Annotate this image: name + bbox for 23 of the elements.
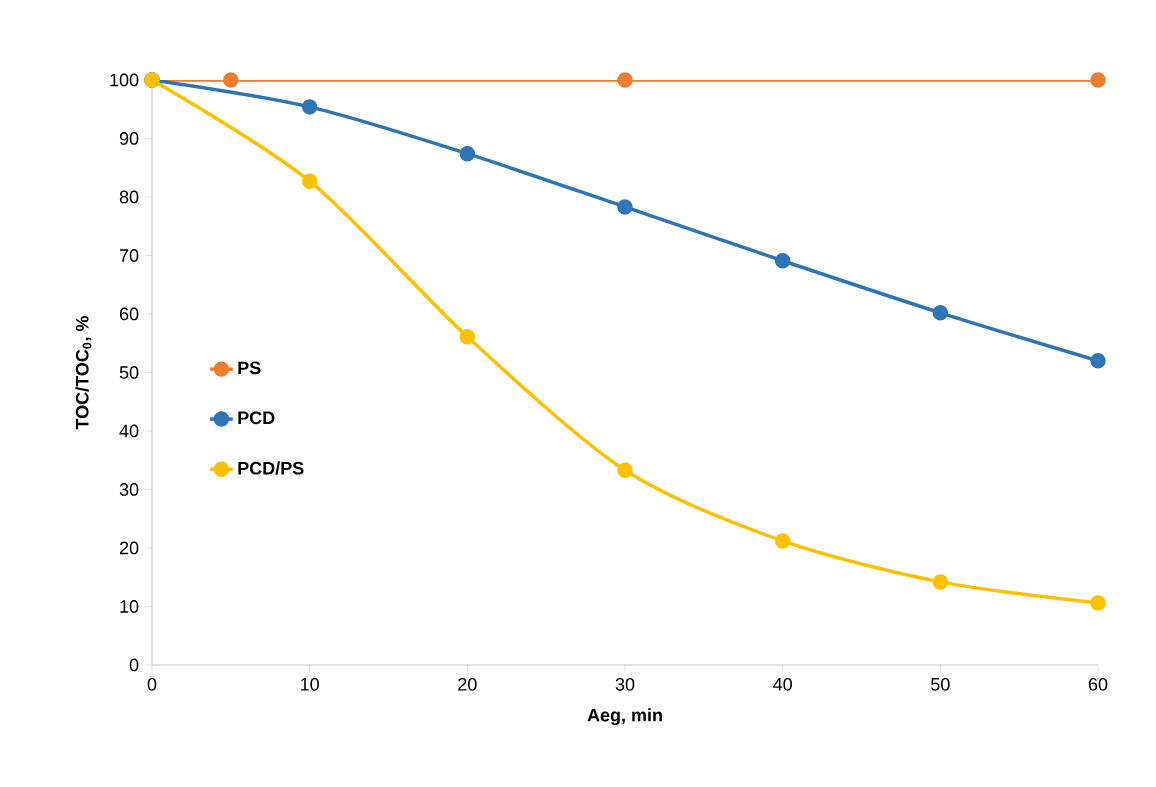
x-tick-label: 60 [1088, 677, 1108, 691]
y-tick-label: 70 [119, 249, 139, 262]
legend-label: PS [238, 361, 261, 375]
x-tick-label: 20 [458, 677, 477, 691]
x-tick-label: 0 [147, 677, 157, 691]
y-tick-label: 60 [119, 307, 139, 321]
x-tick-label: 30 [615, 677, 635, 691]
legend-label: PCD/PS [238, 461, 304, 475]
y-tick-label: 40 [119, 424, 139, 438]
y-tick-label: 10 [120, 600, 139, 613]
y-tick-label: 0 [129, 658, 139, 672]
y-tick-label: 90 [119, 132, 139, 145]
x-tick-label: 10 [301, 677, 319, 691]
x-tick-label: 40 [773, 677, 792, 691]
y-tick-label: 100 [110, 73, 139, 87]
y-tick-label: 20 [119, 541, 139, 555]
legend-label: PCD [238, 411, 275, 425]
x-tick-label: 50 [931, 677, 950, 691]
y-tick-label: 30 [119, 483, 139, 496]
y-tick-label: 80 [119, 190, 139, 204]
y-tick-label: 50 [119, 366, 139, 379]
y-axis-title: TOC/TOC$_{0}$, % [75, 315, 92, 430]
x-axis-title: Aeg, min [587, 708, 662, 726]
